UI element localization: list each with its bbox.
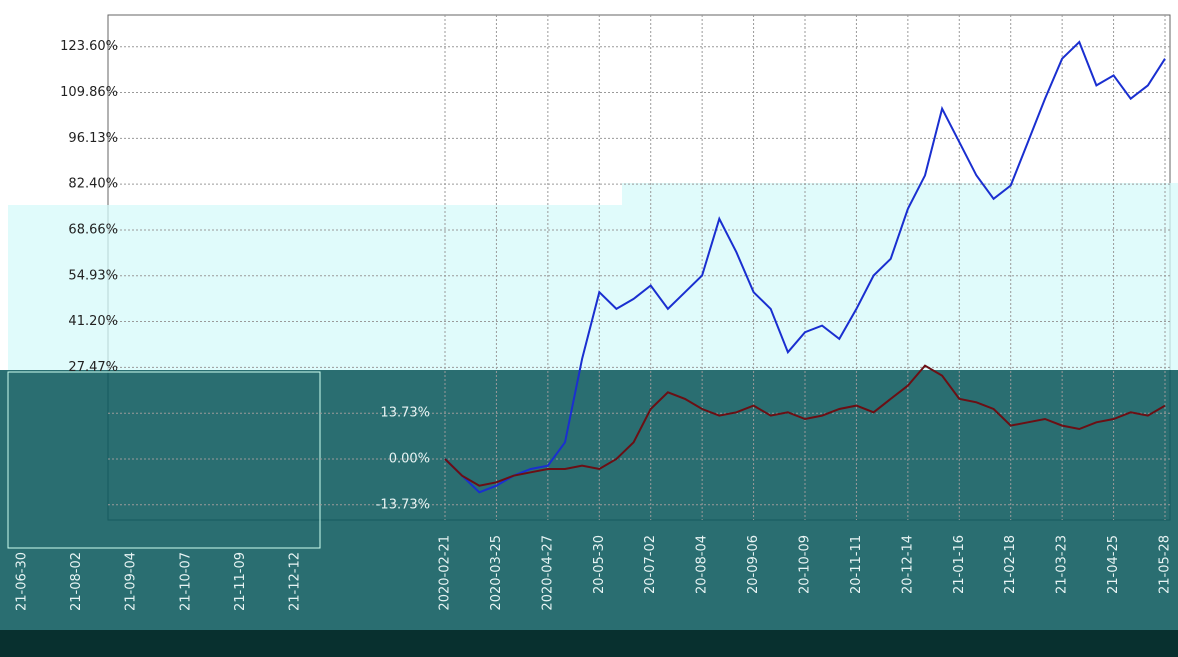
y-tick-label: -13.73% [376,497,430,512]
x-tick-label: 20-05-30 [592,535,607,594]
x-tick-label: 21-03-23 [1055,535,1070,594]
y-tick-label: 96.13% [68,131,118,146]
x-tick-label: 20-12-14 [900,535,915,594]
x-tick-label: 20-10-09 [798,535,813,594]
series-line [444,40,1166,494]
y-tick-label: 41.20% [68,314,118,329]
glitch-strip [0,630,1178,657]
y-tick-label: 68.66% [68,222,118,237]
glitch-panel [0,370,1178,657]
x-tick-label: 20-09-06 [746,535,761,594]
x-tick-label: 21-05-28 [1158,535,1173,594]
y-tick-label: 13.73% [380,406,430,421]
y-tick-label: 0.00% [389,451,430,466]
x-tick-label: 21-09-04 [124,552,139,611]
x-tick-label: 21-02-18 [1003,535,1018,594]
x-tick-label: 21-01-16 [952,535,967,594]
y-tick-label: 123.60% [60,39,118,54]
x-tick-label: 2020-02-21 [438,535,453,611]
x-tick-label: 21-10-07 [178,552,193,611]
x-tick-label: 20-07-02 [643,535,658,594]
y-tick-label: 82.40% [68,177,118,192]
x-tick-label: 2020-03-25 [489,535,504,611]
fragment-frame [7,371,321,549]
glitch-panel [622,183,1178,205]
x-tick-label: 20-08-04 [695,535,710,594]
series-line [444,364,1166,487]
x-tick-label: 21-11-09 [233,552,248,611]
glitch-panel [8,205,1178,370]
y-tick-label: 27.47% [68,360,118,375]
y-tick-label: 109.86% [60,85,118,100]
x-tick-label: 21-08-02 [69,552,84,611]
y-tick-label: 54.93% [68,268,118,283]
x-tick-label: 2020-04-27 [540,535,555,611]
x-tick-label: 21-04-25 [1106,535,1121,594]
x-tick-label: 21-06-30 [15,552,30,611]
x-tick-label: 21-12-12 [288,552,303,611]
x-tick-label: 20-11-11 [849,535,864,594]
